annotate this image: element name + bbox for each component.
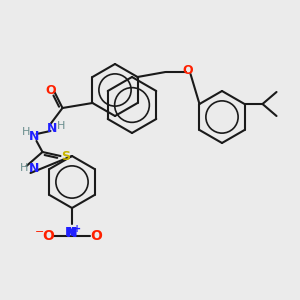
Text: O: O — [45, 83, 56, 97]
Text: H: H — [22, 127, 31, 137]
Text: N: N — [29, 130, 40, 143]
Text: S: S — [61, 149, 70, 163]
Text: N: N — [29, 161, 40, 175]
Text: O: O — [90, 229, 102, 243]
Text: −: − — [35, 227, 45, 237]
Text: +: + — [73, 224, 81, 234]
Text: O: O — [182, 64, 193, 76]
Text: N: N — [47, 122, 58, 136]
Text: H: H — [20, 163, 29, 173]
Text: N: N — [67, 226, 77, 238]
Text: O: O — [42, 229, 54, 243]
Text: N: N — [66, 226, 78, 240]
Text: H: H — [57, 121, 66, 131]
Text: N: N — [65, 226, 75, 238]
